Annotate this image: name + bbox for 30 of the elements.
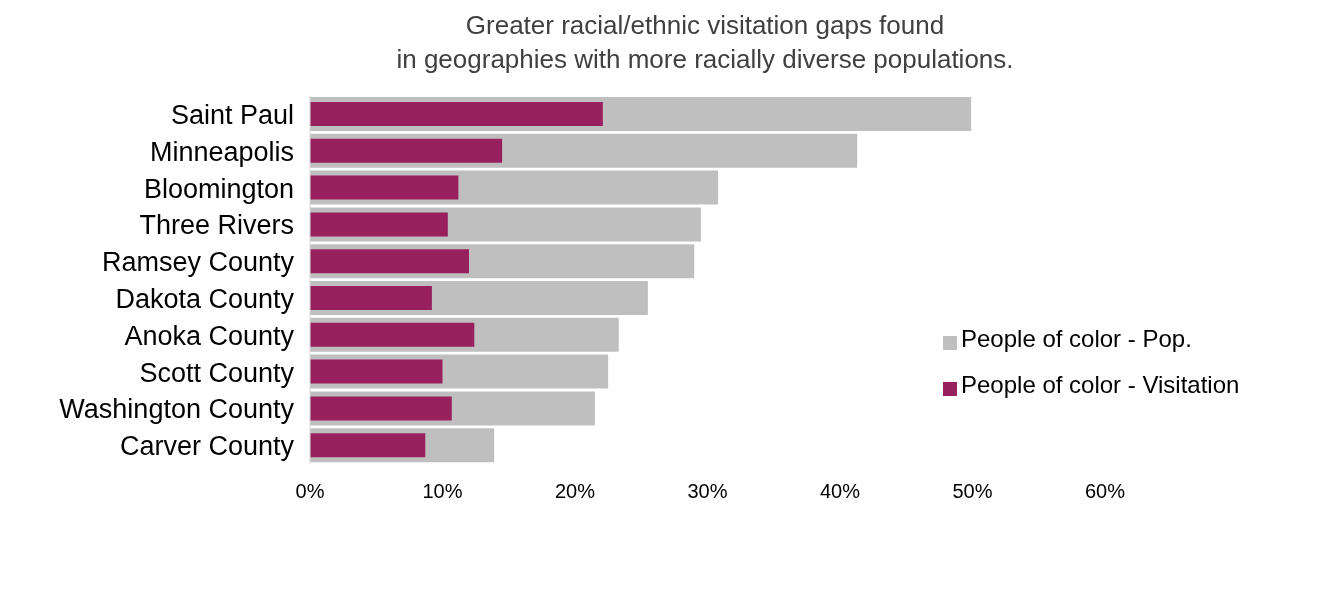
- x-tick-label: 30%: [687, 480, 728, 503]
- bar: [310, 286, 432, 310]
- y-tick-label: Washington County: [59, 394, 295, 425]
- bar: [310, 249, 469, 274]
- x-tick-label: 50%: [952, 480, 993, 503]
- bar: [310, 396, 452, 421]
- y-tick-label: Scott County: [139, 357, 295, 388]
- legend-label: People of color - Pop.: [961, 325, 1192, 352]
- legend-label: People of color - Visitation: [961, 371, 1240, 398]
- y-tick-label: Bloomington: [143, 173, 294, 204]
- bar: [310, 212, 448, 237]
- y-tick-label: Dakota County: [115, 283, 295, 314]
- bar: [310, 322, 475, 347]
- x-tick-label: 0%: [295, 480, 325, 503]
- y-tick-label: Ramsey County: [101, 247, 295, 278]
- y-tick-label: Three Rivers: [139, 210, 294, 241]
- y-tick-label: Minneapolis: [149, 136, 294, 167]
- bar: [310, 359, 443, 384]
- y-tick-label: Anoka County: [124, 320, 295, 351]
- bar: [310, 138, 503, 163]
- chart-title: Greater racial/ethnic visitation gaps found in geographies with more racially diverse populations.: [395, 9, 1015, 76]
- y-tick-label: Saint Paul: [170, 99, 294, 130]
- x-tick-label: 20%: [554, 480, 596, 503]
- x-tick-label: 40%: [819, 480, 861, 503]
- x-tick-label: 60%: [1084, 480, 1126, 503]
- y-tick-label: Carver County: [119, 431, 295, 462]
- bar: [310, 102, 603, 126]
- bar: [310, 433, 426, 458]
- x-tick-label: 10%: [422, 480, 463, 503]
- bar: [310, 175, 459, 200]
